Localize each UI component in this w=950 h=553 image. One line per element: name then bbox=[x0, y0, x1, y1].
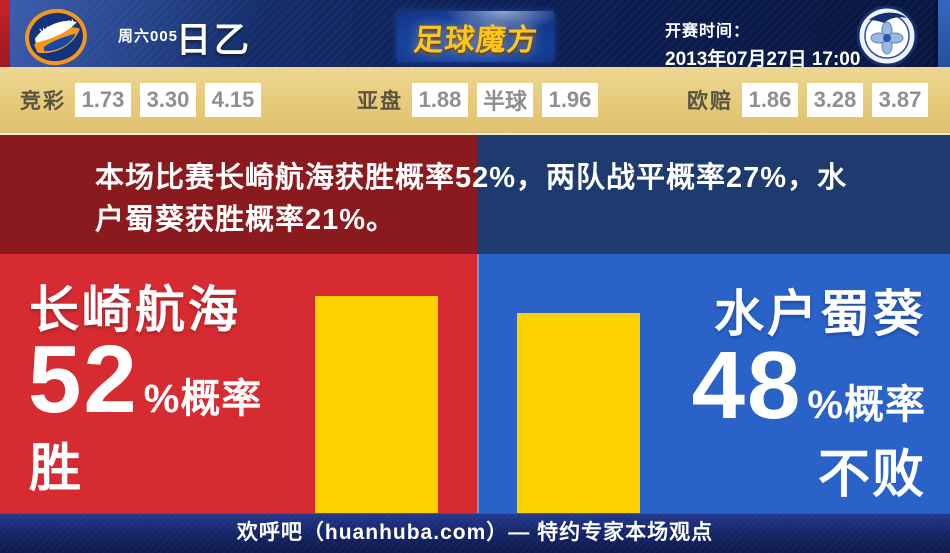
left-red-edge bbox=[0, 0, 10, 67]
away-prob-bar bbox=[517, 313, 640, 513]
header-bar: V·VAREN 周六005 日乙 足球魔方 开赛时间： 2013年07月27日 … bbox=[0, 0, 950, 70]
right-blue-edge bbox=[938, 0, 950, 67]
home-probability-value: 52 bbox=[28, 326, 139, 433]
euro-odds-group: 欧赔 1.86 3.28 3.87 bbox=[687, 67, 928, 133]
asian-handicap-home-odds: 1.88 bbox=[412, 83, 468, 117]
brand-logo-text: 足球魔方 bbox=[411, 23, 539, 57]
away-probability: 48 %概率 bbox=[692, 338, 926, 434]
away-outcome-label: 不败 bbox=[817, 446, 926, 504]
euro-odds-label: 欧赔 bbox=[687, 90, 733, 113]
jingcai-draw-odds: 3.30 bbox=[140, 83, 196, 117]
jingcai-odds-group: 竞彩 1.73 3.30 4.15 bbox=[20, 67, 261, 133]
away-team-name: 水户蜀葵 bbox=[714, 286, 926, 342]
jingcai-home-odds: 1.73 bbox=[75, 83, 131, 117]
probability-panels: 长崎航海 52 %概率 胜 水户蜀葵 48 %概率 不败 bbox=[0, 254, 950, 513]
kickoff-info: 开赛时间： 2013年07月27日 17:00 bbox=[665, 17, 860, 71]
home-probability-suffix: %概率 bbox=[143, 377, 263, 421]
summary-line-2: 户蜀葵获胜概率21%。 bbox=[95, 204, 397, 236]
away-probability-value: 48 bbox=[691, 332, 803, 439]
home-probability: 52 %概率 bbox=[28, 332, 262, 428]
home-team-name: 长崎航海 bbox=[29, 282, 241, 338]
footer-bar: 欢呼吧（huanhuba.com）— 特约专家本场观点 bbox=[0, 513, 950, 553]
kickoff-time: 2013年07月27日 17:00 bbox=[665, 49, 861, 70]
prediction-summary-text: 本场比赛长崎航海获胜概率52%，两队战平概率27%，水 户蜀葵获胜概率21%。 bbox=[95, 157, 915, 241]
asian-handicap-label: 亚盘 bbox=[357, 90, 403, 113]
kickoff-label: 开赛时间： bbox=[665, 23, 751, 40]
prediction-summary-band: 本场比赛长崎航海获胜概率52%，两队战平概率27%，水 户蜀葵获胜概率21%。 bbox=[0, 135, 950, 254]
asian-handicap-away-odds: 1.96 bbox=[542, 83, 598, 117]
summary-line-1: 本场比赛长崎航海获胜概率52%，两队战平概率27%，水 bbox=[95, 162, 848, 194]
home-team-logo-icon: V·VAREN bbox=[25, 8, 87, 66]
home-outcome-label: 胜 bbox=[29, 440, 84, 498]
summary-band-red-background bbox=[0, 135, 477, 254]
asian-handicap-group: 亚盘 1.88 半球 1.96 bbox=[357, 67, 598, 133]
jingcai-away-odds: 4.15 bbox=[205, 83, 261, 117]
euro-home-odds: 1.86 bbox=[742, 83, 798, 117]
league-name: 日乙 bbox=[176, 21, 253, 60]
odds-row: 竞彩 1.73 3.30 4.15 亚盘 1.88 半球 1.96 欧赔 1.8… bbox=[0, 67, 950, 135]
euro-draw-odds: 3.28 bbox=[807, 83, 863, 117]
home-prob-bar bbox=[315, 296, 438, 513]
summary-band-blue-background bbox=[477, 135, 950, 254]
match-code: 周六005 bbox=[118, 28, 179, 45]
jingcai-label: 竞彩 bbox=[20, 90, 66, 113]
asian-handicap-line: 半球 bbox=[477, 83, 533, 117]
euro-away-odds: 3.87 bbox=[872, 83, 928, 117]
away-team-logo-icon bbox=[856, 5, 918, 67]
footer-text: 欢呼吧（huanhuba.com）— 特约专家本场观点 bbox=[236, 521, 714, 544]
away-probability-suffix: %概率 bbox=[807, 383, 926, 427]
brand-logo: 足球魔方 bbox=[397, 11, 554, 62]
